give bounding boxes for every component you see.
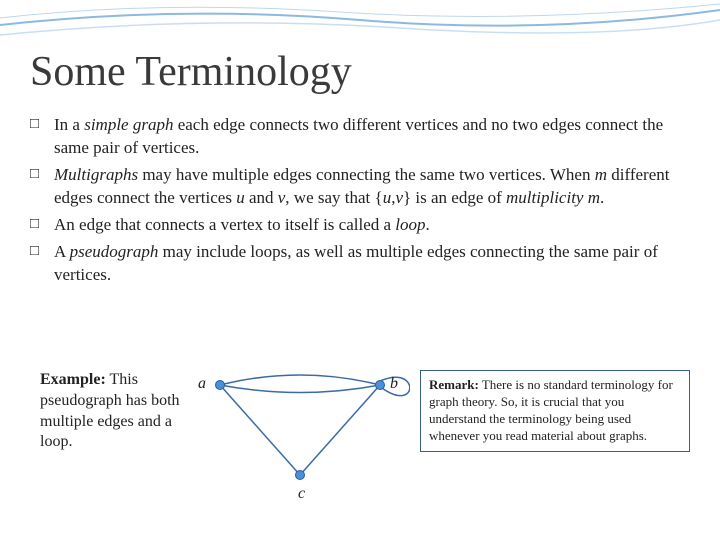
- example-text: Example: This pseudograph has both multi…: [40, 370, 190, 453]
- bullet-text-pre: An edge that connects a vertex to itself…: [54, 215, 395, 234]
- bullet-text-em: loop: [395, 215, 425, 234]
- graph-label-b: b: [390, 375, 398, 393]
- example-header: Example:: [40, 371, 106, 388]
- graph-node-c: [295, 470, 305, 480]
- bullet-text-post: .: [426, 215, 430, 234]
- remark-box: Remark: There is no standard terminology…: [420, 370, 690, 452]
- bullet-text-em: Multigraphs: [54, 165, 138, 184]
- slide-title: Some Terminology: [30, 48, 690, 96]
- remark-header: Remark:: [429, 377, 479, 392]
- bullet-text-pre: A: [54, 242, 70, 261]
- bullet-item: Multigraphs may have multiple edges conn…: [30, 164, 690, 210]
- bullet-list: In a simple graph each edge connects two…: [30, 114, 690, 287]
- bullet-text-em: simple graph: [84, 115, 173, 134]
- bullet-text-em: pseudograph: [70, 242, 159, 261]
- pseudograph-diagram: a b c: [190, 370, 410, 520]
- graph-label-c: c: [298, 485, 305, 503]
- graph-node-a: [215, 380, 225, 390]
- bullet-text-pre: In a: [54, 115, 84, 134]
- graph-node-b: [375, 380, 385, 390]
- bullet-item: An edge that connects a vertex to itself…: [30, 214, 690, 237]
- graph-label-a: a: [198, 375, 206, 393]
- bullet-text-post: may have multiple edges connecting the s…: [54, 165, 669, 207]
- bullet-item: In a simple graph each edge connects two…: [30, 114, 690, 160]
- bullet-item: A pseudograph may include loops, as well…: [30, 241, 690, 287]
